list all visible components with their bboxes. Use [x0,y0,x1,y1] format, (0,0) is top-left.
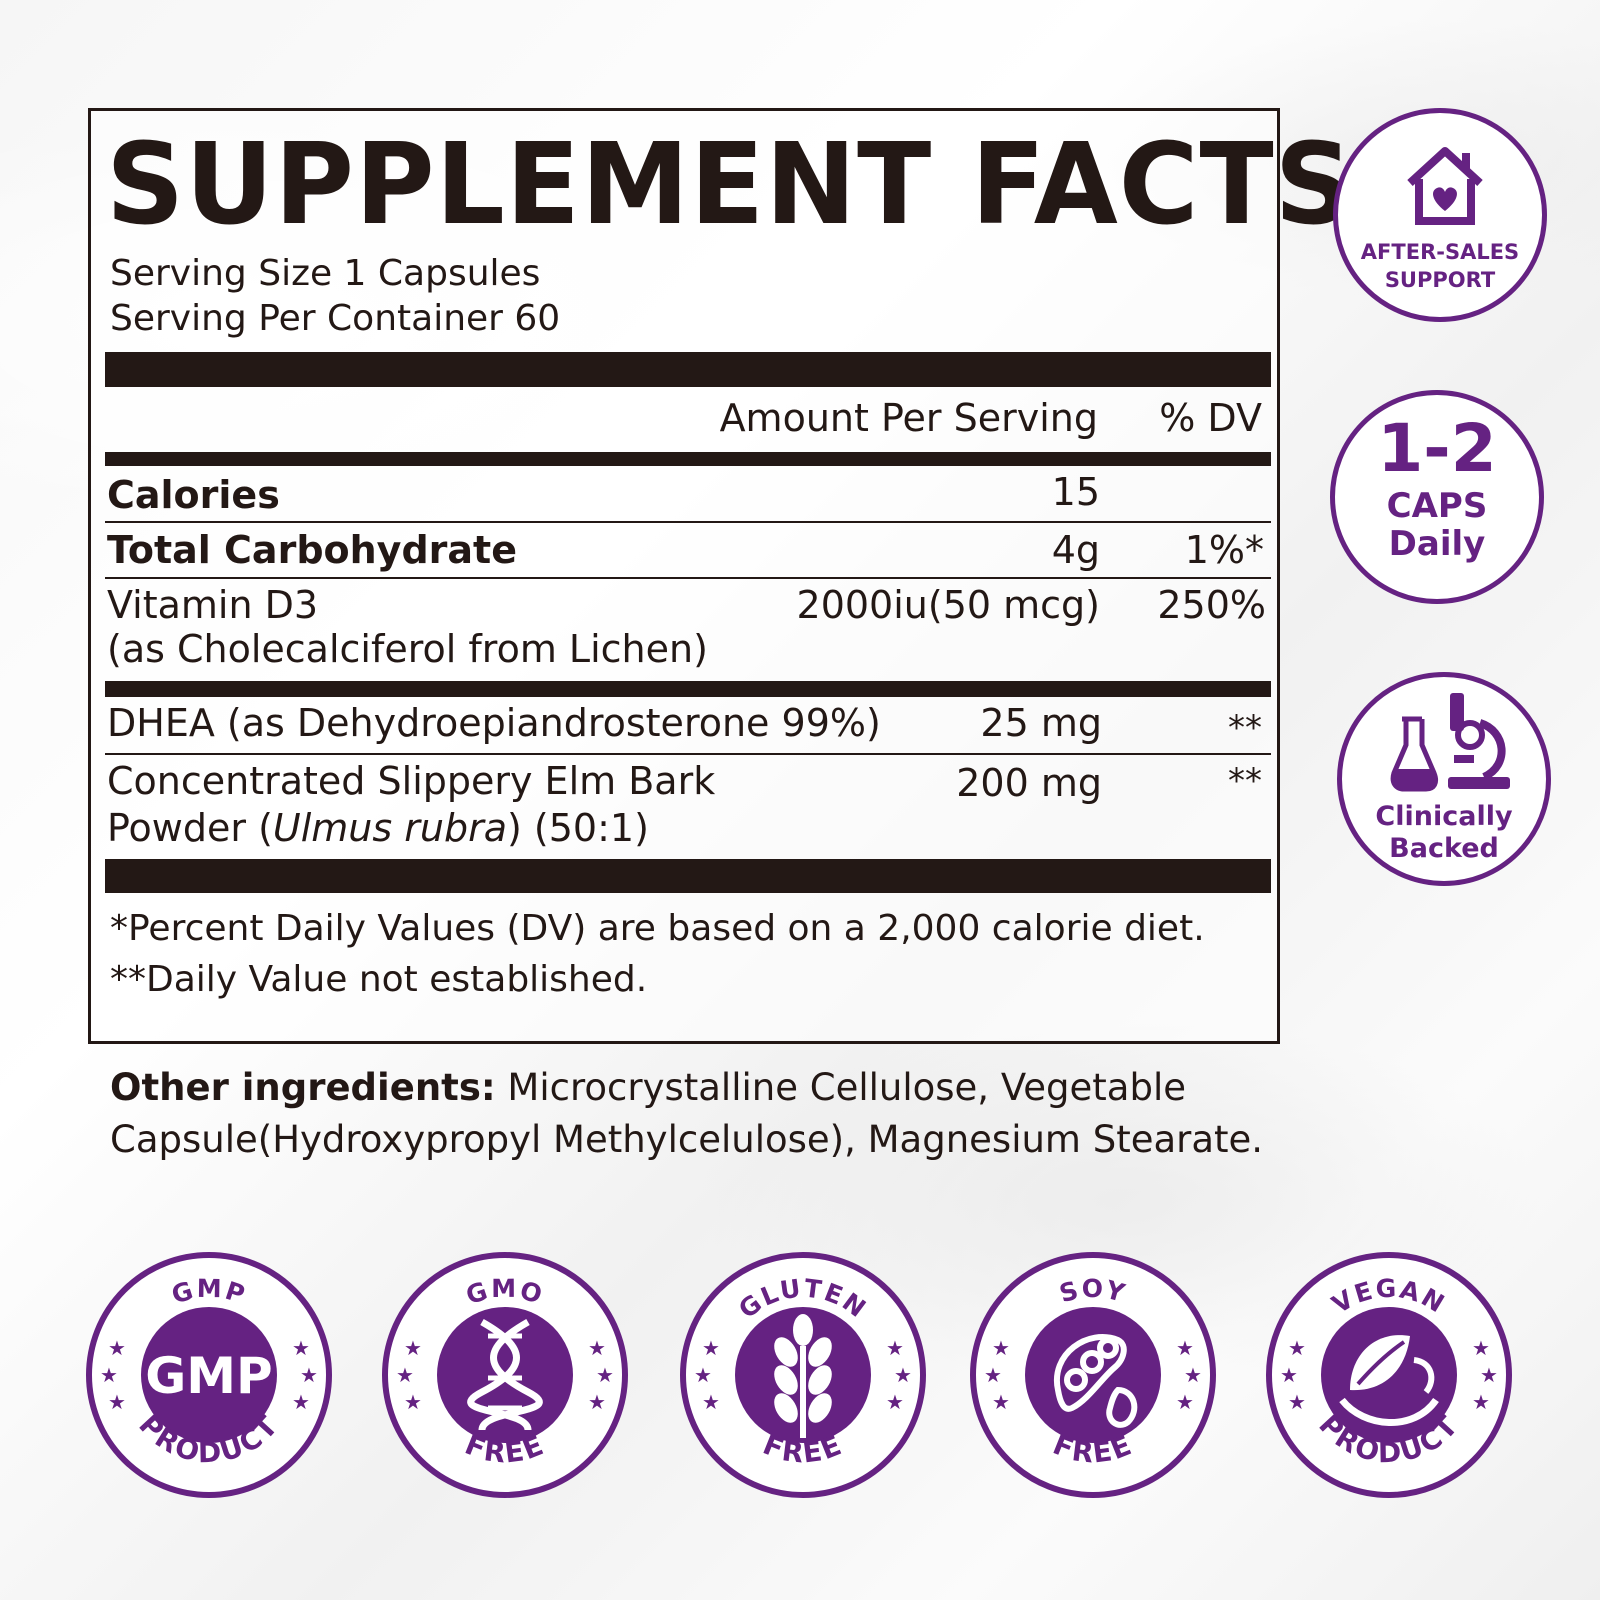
row-dv: ** [1228,708,1262,748]
svg-text:★: ★ [1472,1390,1490,1414]
svg-text:★: ★ [300,1363,318,1387]
servings-per-container: Serving Per Container 60 [110,298,561,339]
badge-line: AFTER-SALES [1360,240,1520,264]
row-amount: 25 mg [980,701,1102,745]
badge-line: Backed [1389,833,1499,864]
footnote-not-established: **Daily Value not established. [110,959,648,1000]
row-name: Concentrated Slippery Elm Bark [107,759,716,803]
vegan-badge-graphic: VEGAN PRODUCT ★★★★★★ [1266,1252,1512,1498]
svg-text:★: ★ [108,1336,126,1360]
svg-text:★: ★ [1288,1336,1306,1360]
other-ingredients-text: Microcrystalline Cellulose, Vegetable Ca… [110,1066,1264,1161]
header-dv: % DV [1159,396,1262,440]
svg-text:★: ★ [1176,1390,1194,1414]
stars-decoration: ★ ★ ★ ★ ★ ★ [984,1336,1202,1414]
panel-title: SUPPLEMENT FACTS [106,120,1354,250]
svg-text:★: ★ [1176,1336,1194,1360]
gmo-badge-graphic: GMO FREE ★★★★★★ [382,1252,628,1498]
house-heart-icon [1407,147,1483,225]
row-name: Vitamin D3 [107,583,319,627]
stars-decoration: ★ ★ ★ ★ ★ ★ [1280,1336,1498,1414]
row-rule [105,753,1271,755]
svg-text:★: ★ [404,1336,422,1360]
gluten-badge-graphic: GLUTEN FREE ★★★★★★ [680,1252,926,1498]
svg-text:★: ★ [588,1336,606,1360]
stars-decoration: ★ ★ ★ ★ ★ ★ [694,1336,912,1414]
row-name-detail: Powder (Ulmus rubra) (50:1) [107,805,649,851]
vegan-product-badge: VEGAN PRODUCT ★ ★ ★ ★ ★ ★ [1264,1250,1514,1500]
clinically-backed-badge: Clinically Backed [1337,672,1551,886]
row-dv: ** [1228,761,1262,801]
row-rule [105,521,1271,523]
row-dv: 250% [1157,583,1266,627]
after-sales-support-badge: AFTER-SALES SUPPORT [1333,108,1547,322]
row-name-detail-prefix: Powder ( [107,806,273,850]
svg-text:★: ★ [1280,1363,1298,1387]
svg-text:★: ★ [992,1336,1010,1360]
svg-text:★: ★ [886,1336,904,1360]
stars-decoration: ★ ★ ★ ★ ★ ★ [396,1336,614,1414]
row-amount: 200 mg [956,761,1102,805]
row-rule [105,577,1271,579]
microscope-flask-icon [1390,693,1510,792]
serving-size: Serving Size 1 Capsules [110,253,541,294]
other-ingredients-label: Other ingredients: [110,1066,496,1109]
dose-unit: CAPS [1386,486,1488,526]
row-name: DHEA (as Dehydroepiandrosterone 99%) [107,701,881,745]
medium-divider [105,681,1271,697]
dose-count: 1-2 [1377,410,1497,487]
row-name: Total Carbohydrate [107,528,517,572]
svg-text:★: ★ [1288,1390,1306,1414]
svg-text:★: ★ [702,1390,720,1414]
svg-text:★: ★ [292,1390,310,1414]
row-dv: 1%* [1184,528,1264,572]
svg-text:★: ★ [694,1363,712,1387]
svg-text:★: ★ [702,1336,720,1360]
soybean-icon [1053,1334,1138,1428]
svg-text:★: ★ [100,1363,118,1387]
svg-text:★: ★ [396,1363,414,1387]
dose-frequency: Daily [1388,524,1486,564]
row-name: Calories [107,473,280,517]
badge-top-text: SOY [1056,1274,1129,1308]
svg-text:★: ★ [984,1363,1002,1387]
row-amount: 4g [1051,528,1100,572]
svg-text:★: ★ [992,1390,1010,1414]
wheat-icon [774,1314,832,1438]
svg-text:★: ★ [588,1390,606,1414]
svg-text:★: ★ [108,1390,126,1414]
row-name-detail-suffix: ) (50:1) [507,806,649,850]
thick-divider [105,859,1271,893]
svg-text:★: ★ [1472,1336,1490,1360]
svg-text:★: ★ [886,1390,904,1414]
leaf-icon [1339,1335,1439,1426]
gluten-free-badge: GLUTEN FREE ★ ★ ★ ★ ★ ★ [678,1250,928,1500]
footnote-dv: *Percent Daily Values (DV) are based on … [110,908,1205,949]
gmo-free-badge: GMO FREE ★ ★ ★ ★ ★ ★ [380,1250,630,1500]
gmp-product-badge: GMP PRODUCT ★ ★ ★ ★ ★ ★ GMP [84,1250,334,1500]
dna-icon [467,1318,543,1432]
medium-divider [105,452,1271,466]
row-amount: 15 [1051,470,1100,514]
other-ingredients: Other ingredients: Microcrystalline Cell… [110,1062,1330,1166]
svg-text:★: ★ [894,1363,912,1387]
svg-text:★: ★ [404,1390,422,1414]
badge-line: SUPPORT [1384,268,1496,292]
svg-text:★: ★ [292,1336,310,1360]
gmp-badge-graphic: GMP PRODUCT ★★★★★★ GMP [86,1252,332,1498]
header-amount: Amount Per Serving [719,396,1098,440]
gmp-text-icon: GMP [145,1347,272,1405]
stars-decoration: ★ ★ ★ ★ ★ ★ [100,1336,318,1414]
badge-line: Clinically [1375,801,1513,832]
svg-text:★: ★ [1480,1363,1498,1387]
latin-name: Ulmus rubra [272,806,508,850]
row-amount: 2000iu(50 mcg) [796,583,1100,627]
svg-text:★: ★ [1184,1363,1202,1387]
soy-free-badge: SOY FREE ★ ★ ★ ★ ★ ★ [968,1250,1218,1500]
row-name-detail: (as Cholecalciferol from Lichen) [107,627,708,671]
thick-divider [105,352,1271,387]
dosage-badge: 1-2 CAPS Daily [1330,390,1544,604]
svg-text:★: ★ [596,1363,614,1387]
soy-badge-graphic: SOY FREE ★★★★★★ [970,1252,1216,1498]
